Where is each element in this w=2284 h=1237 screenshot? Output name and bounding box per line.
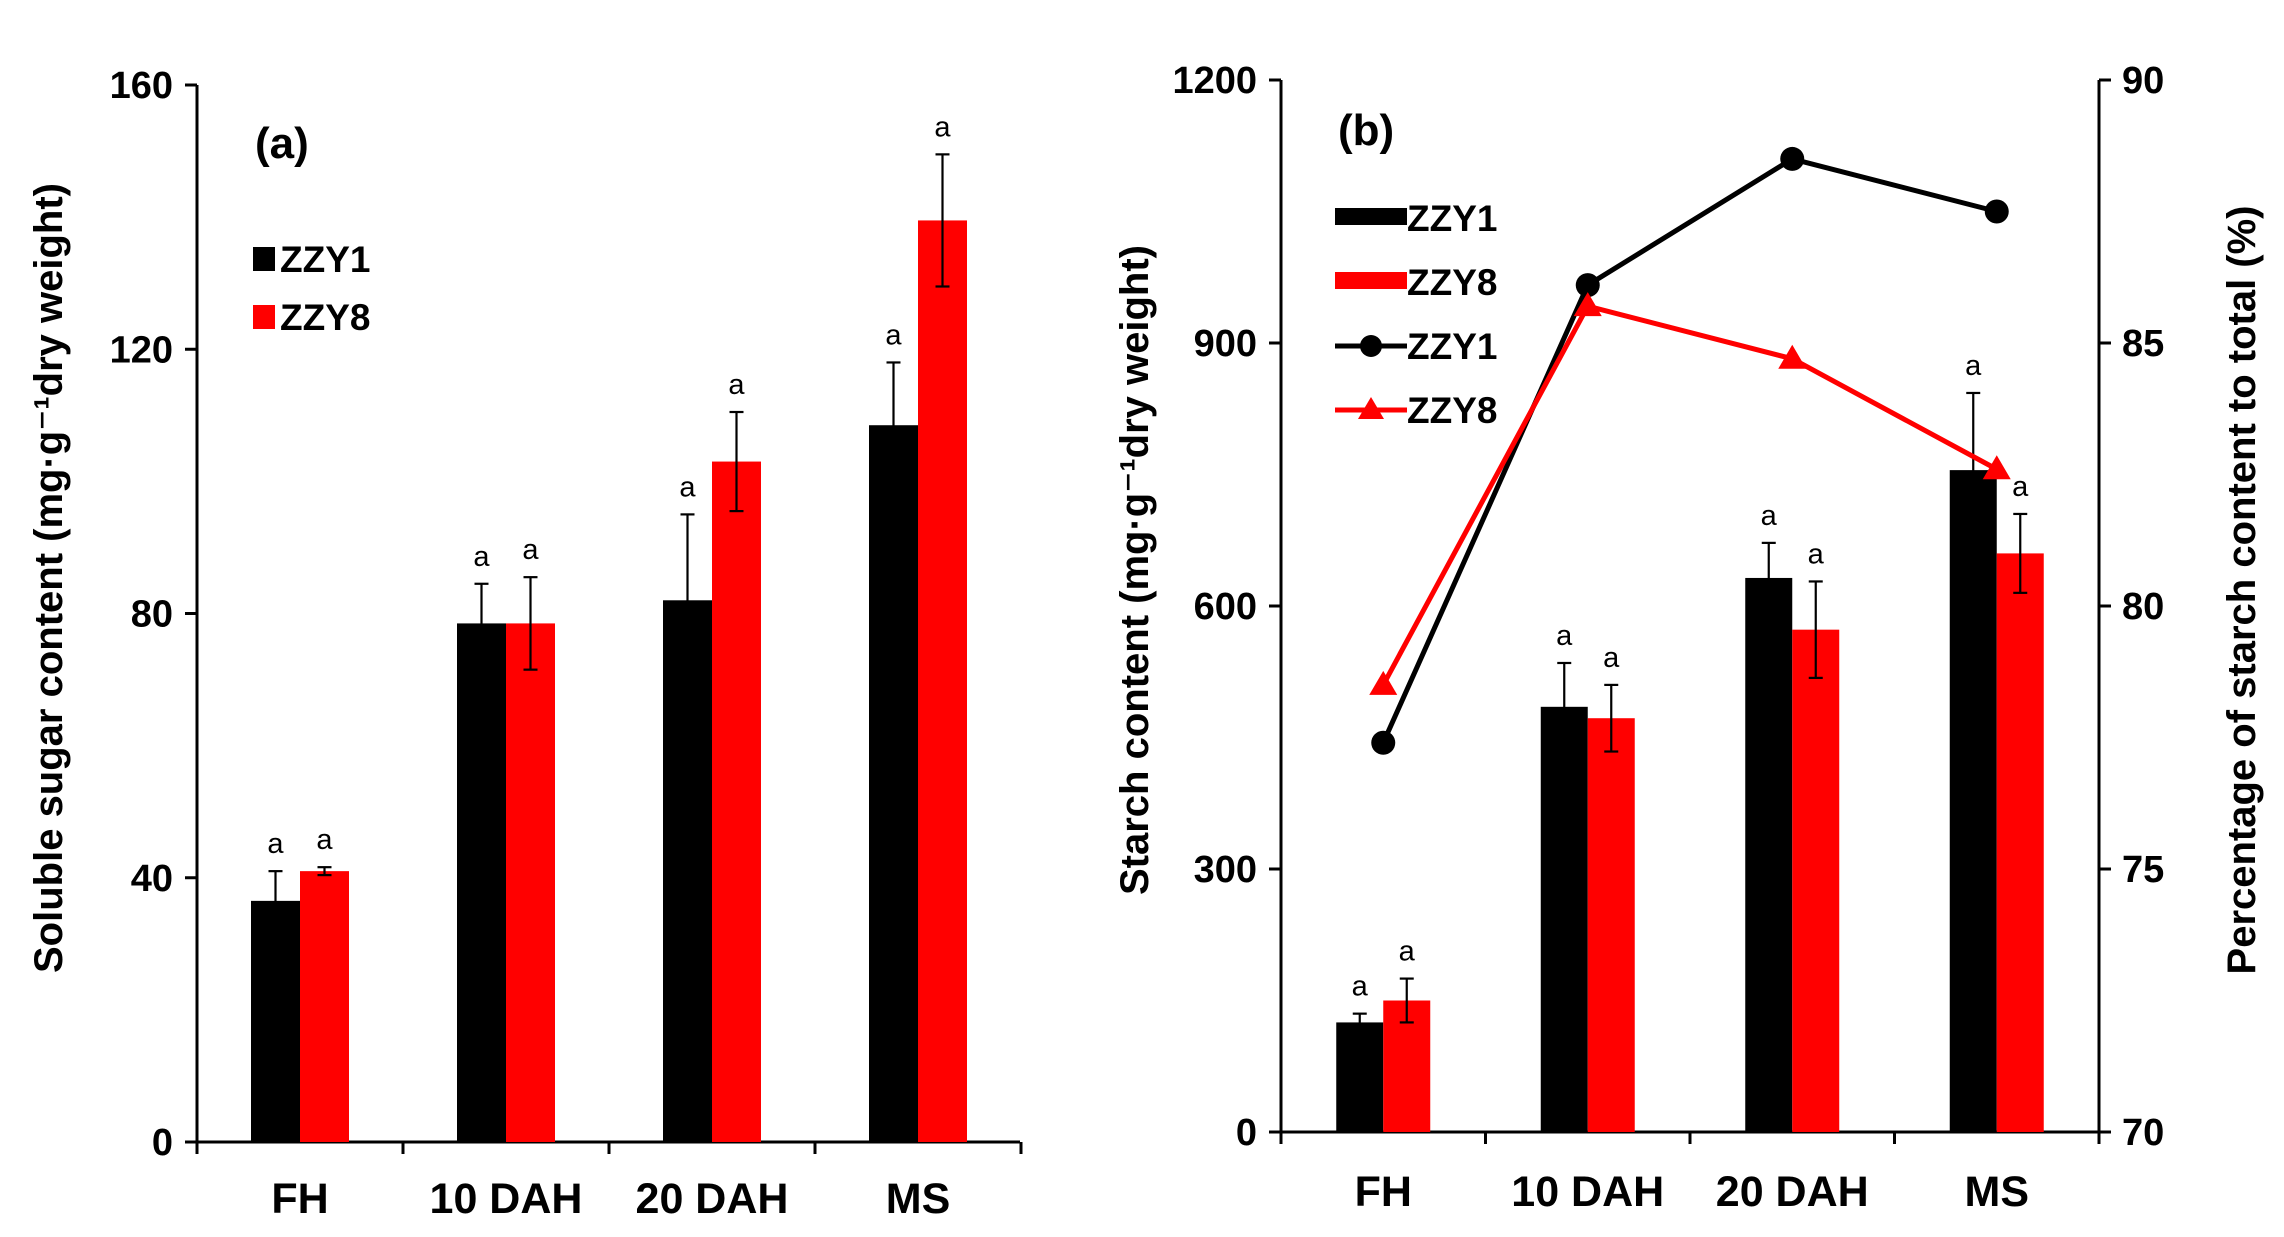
a-y-tick-label: 80 <box>131 594 173 636</box>
a-y-tick-label: 160 <box>110 65 173 107</box>
b-y-tick-label: 900 <box>1194 323 1257 365</box>
b-line-zzy8 <box>1381 303 1998 687</box>
b-line-point-triangle <box>1573 292 1602 317</box>
b-line-point-circle <box>1371 730 1396 755</box>
panel-a-y-axis-title: Soluble sugar content (mg·g⁻¹dry weight) <box>27 183 71 973</box>
b-bar-zzy8 <box>1996 553 2044 1132</box>
b-category-label: 20 DAH <box>1716 1168 1869 1216</box>
legend-marker-triangle <box>1358 397 1384 419</box>
a-significance-label: a <box>934 111 951 143</box>
b-line-point-circle <box>1575 273 1600 298</box>
legend-swatch-bar-zzy8 <box>1335 272 1407 289</box>
b-category-label: FH <box>1355 1168 1412 1216</box>
legend-label-bar-zzy8: ZZY8 <box>1407 262 1497 303</box>
b-bar-zzy8 <box>1587 718 1635 1132</box>
legend-marker-circle <box>1360 335 1382 357</box>
a-y-tick-label: 40 <box>131 858 173 900</box>
b-y-tick-label: 0 <box>1236 1112 1257 1154</box>
b-significance-label: a <box>1352 971 1369 1003</box>
panel-b-y-axis-title: Starch content (mg·g⁻¹dry weight) <box>1113 245 1157 895</box>
b-right-y-tick-label: 75 <box>2122 849 2164 891</box>
b-y-tick-label: 600 <box>1194 586 1257 628</box>
a-significance-label: a <box>267 828 284 860</box>
panel-a-tag: (a) <box>255 119 309 168</box>
a-category-label: 10 DAH <box>430 1175 583 1223</box>
b-significance-label: a <box>1603 642 1620 674</box>
panel-b-right-y-axis-title: Percentage of starch content to total (%… <box>2220 206 2264 975</box>
b-bar-zzy1 <box>1949 470 1997 1132</box>
a-bar-zzy1 <box>251 900 300 1142</box>
a-significance-label: a <box>679 471 696 503</box>
a-y-tick-label: 120 <box>110 329 173 371</box>
a-category-label: MS <box>886 1175 951 1223</box>
panel-a-legend: ZZY1 ZZY8 <box>253 239 370 338</box>
a-bar-zzy1 <box>663 600 712 1142</box>
b-right-y-tick-label: 90 <box>2122 60 2164 102</box>
a-bar-zzy1 <box>869 425 918 1142</box>
b-significance-label: a <box>1808 538 1825 570</box>
b-y-tick-label: 300 <box>1194 849 1257 891</box>
legend-label-line-zzy8: ZZY8 <box>1407 390 1497 431</box>
b-significance-label: a <box>1556 620 1573 652</box>
b-category-label: MS <box>1965 1168 2030 1216</box>
b-right-y-tick-label: 85 <box>2122 323 2164 365</box>
b-bar-zzy1 <box>1540 706 1588 1132</box>
b-significance-label: a <box>2012 471 2029 503</box>
b-line-point-triangle <box>1982 455 2011 480</box>
a-category-label: FH <box>271 1175 328 1223</box>
a-bar-zzy1 <box>457 623 506 1142</box>
b-significance-label: a <box>1761 500 1778 532</box>
a-bar-zzy8 <box>918 220 967 1143</box>
a-bar-zzy8 <box>712 461 761 1142</box>
a-significance-label: a <box>728 369 745 401</box>
panel-b-legend: ZZY1 ZZY8 ZZY1 ZZY8 <box>1335 198 1497 431</box>
b-line-point-triangle <box>1778 344 1807 369</box>
legend-swatch-bar-zzy1 <box>1335 208 1407 225</box>
b-right-y-tick-label: 70 <box>2122 1112 2164 1154</box>
b-category-label: 10 DAH <box>1511 1168 1664 1216</box>
b-bar-zzy1 <box>1745 577 1793 1132</box>
b-line-zzy1 <box>1380 156 1998 744</box>
b-line-point-triangle <box>1369 670 1398 695</box>
b-significance-label: a <box>1399 936 1416 968</box>
a-bar-zzy8 <box>300 871 349 1142</box>
legend-swatch-zzy1 <box>253 247 275 271</box>
a-significance-label: a <box>473 541 490 573</box>
b-line-point-circle <box>1780 146 1805 171</box>
a-category-label: 20 DAH <box>636 1175 789 1223</box>
a-bar-zzy8 <box>506 623 555 1142</box>
legend-label-zzy8: ZZY8 <box>280 297 370 338</box>
legend-swatch-zzy8 <box>253 305 275 329</box>
b-significance-label: a <box>1965 350 1982 382</box>
a-significance-label: a <box>885 319 902 351</box>
b-y-tick-label: 1200 <box>1172 60 1257 102</box>
b-bar-zzy8 <box>1792 629 1840 1132</box>
legend-label-zzy1: ZZY1 <box>280 239 370 280</box>
legend-label-line-zzy1: ZZY1 <box>1407 326 1497 367</box>
b-right-y-tick-label: 80 <box>2122 586 2164 628</box>
panel-b-tag: (b) <box>1338 106 1394 155</box>
a-significance-label: a <box>316 824 333 856</box>
b-bar-zzy1 <box>1336 1022 1384 1132</box>
a-y-tick-label: 0 <box>152 1122 173 1164</box>
a-significance-label: a <box>522 534 539 566</box>
b-line-point-circle <box>1984 199 2009 224</box>
legend-label-bar-zzy1: ZZY1 <box>1407 198 1497 239</box>
